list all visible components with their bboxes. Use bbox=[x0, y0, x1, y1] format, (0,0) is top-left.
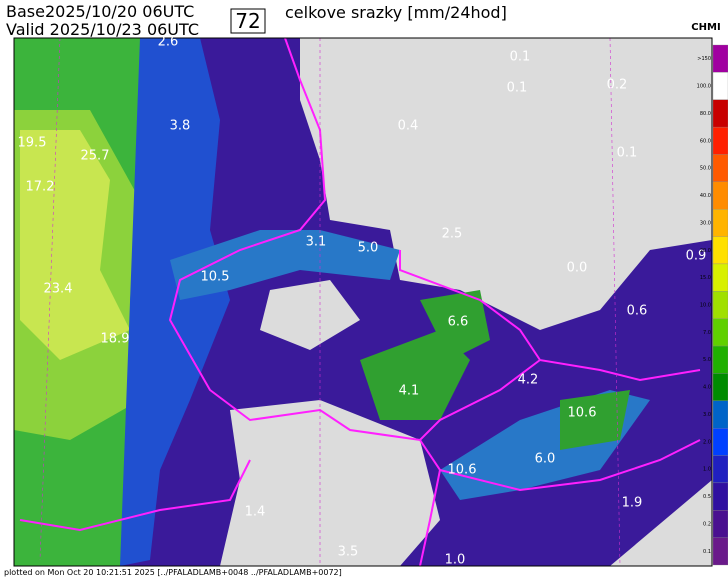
base-time: Base2025/10/20 06UTC bbox=[6, 2, 194, 21]
precip-label: 1.4 bbox=[245, 505, 266, 520]
legend-label: 10.0 bbox=[700, 303, 711, 309]
legend-swatch bbox=[712, 99, 728, 128]
precip-label: 6.6 bbox=[448, 315, 469, 330]
wet-area bbox=[20, 130, 130, 360]
precip-label: 10.6 bbox=[568, 406, 597, 421]
legend-swatch bbox=[712, 482, 728, 511]
graticule bbox=[39, 37, 621, 567]
legend-label: 20.0 bbox=[700, 248, 711, 254]
map-title: celkove srazky [mm/24hod] bbox=[285, 3, 507, 22]
precip-label: 0.1 bbox=[617, 146, 638, 161]
wet-area bbox=[170, 230, 400, 300]
precip-label: 0.1 bbox=[507, 81, 528, 96]
legend-label: 50.0 bbox=[700, 166, 711, 172]
precip-label: 0.6 bbox=[627, 304, 648, 319]
precip-label: 17.2 bbox=[26, 180, 55, 195]
legend-label: 3.0 bbox=[703, 412, 711, 418]
legend-swatch bbox=[712, 510, 728, 538]
legend-swatch bbox=[712, 181, 728, 210]
legend-swatch bbox=[712, 537, 728, 566]
legend-label: 0.5 bbox=[703, 494, 711, 500]
legend-swatch bbox=[712, 291, 728, 319]
precip-label: 3.8 bbox=[170, 119, 191, 134]
legend-swatch bbox=[712, 400, 728, 429]
map bbox=[13, 37, 713, 567]
legend-label: >150 bbox=[697, 56, 711, 62]
logo: CHMI bbox=[691, 22, 720, 33]
precip-label: 2.6 bbox=[158, 35, 179, 50]
precip-label: 0.0 bbox=[567, 261, 588, 276]
precip-label: 4.2 bbox=[518, 373, 539, 388]
precip-label: 25.7 bbox=[81, 149, 110, 164]
precip-label: 3.5 bbox=[338, 545, 359, 560]
legend-label: 40.0 bbox=[700, 193, 711, 199]
legend-swatch bbox=[712, 428, 728, 456]
dry-area bbox=[300, 38, 712, 330]
wet-area bbox=[560, 390, 630, 450]
legend-label: 100.0 bbox=[697, 84, 711, 90]
map-frame bbox=[13, 37, 713, 567]
precip-label: 5.0 bbox=[358, 241, 379, 256]
forecast-step: 72 bbox=[235, 9, 260, 33]
precip-label: 6.0 bbox=[535, 452, 556, 467]
precip-label: 1.0 bbox=[445, 553, 466, 568]
legend-swatch bbox=[712, 209, 728, 237]
legend: >150 100.0 80.0 60.0 50.0 40.0 30.0 20.0 15.0 10.… bbox=[697, 44, 728, 566]
legend-label: 4.0 bbox=[703, 385, 711, 391]
precip-label: 4.1 bbox=[399, 384, 420, 399]
legend-label: 60.0 bbox=[700, 138, 711, 144]
legend-label: 30.0 bbox=[700, 220, 711, 226]
legend-label: 5.0 bbox=[703, 357, 711, 363]
dry-area bbox=[610, 480, 712, 566]
precip-label: 2.5 bbox=[442, 227, 463, 242]
legend-swatch bbox=[712, 236, 728, 265]
precip-label: 0.1 bbox=[510, 50, 531, 65]
legend-label: 80.0 bbox=[700, 111, 711, 117]
precip-label: 0.2 bbox=[607, 78, 628, 93]
legend-label: 7.0 bbox=[703, 330, 711, 336]
dry-area bbox=[260, 280, 360, 350]
legend-label: 0.1 bbox=[703, 549, 711, 555]
legend-label: 0.2 bbox=[703, 521, 711, 527]
valid-time: Valid 2025/10/23 06UTC bbox=[6, 20, 199, 39]
legend-swatch bbox=[712, 345, 728, 374]
legend-swatch bbox=[712, 44, 728, 73]
dry-area bbox=[220, 400, 440, 566]
precip-label: 19.5 bbox=[18, 136, 47, 151]
border bbox=[19, 37, 701, 567]
map-labels: 2.6 0.1 0.1 0.2 3.8 0.4 0.1 19.5 25.7 17.2 2.5 3.1 5… bbox=[18, 35, 707, 568]
legend-swatch bbox=[712, 126, 728, 155]
legend-label: 1.0 bbox=[703, 467, 711, 473]
precip-label: 10.6 bbox=[448, 463, 477, 478]
wet-area bbox=[420, 290, 490, 360]
step-box bbox=[230, 8, 266, 34]
legend-swatch bbox=[712, 318, 728, 347]
legend-swatch bbox=[712, 72, 728, 100]
precip-label: 0.9 bbox=[686, 249, 707, 264]
legend-swatch bbox=[712, 263, 728, 292]
precip-label: 3.1 bbox=[306, 235, 327, 250]
legend-label: 2.0 bbox=[703, 439, 711, 445]
legend-swatch bbox=[712, 455, 728, 484]
footer: plotted on Mon Oct 20 10:21:51 2025 [../… bbox=[4, 568, 342, 577]
precip-label: 10.5 bbox=[201, 270, 230, 285]
precip-label: 18.9 bbox=[101, 332, 130, 347]
legend-swatch bbox=[712, 154, 728, 182]
precip-label: 0.4 bbox=[398, 119, 419, 134]
legend-label: 15.0 bbox=[700, 275, 711, 281]
wet-area bbox=[360, 330, 470, 420]
precip-label: 23.4 bbox=[44, 282, 73, 297]
legend-swatch bbox=[712, 373, 728, 401]
precip-label: 1.9 bbox=[622, 496, 643, 511]
